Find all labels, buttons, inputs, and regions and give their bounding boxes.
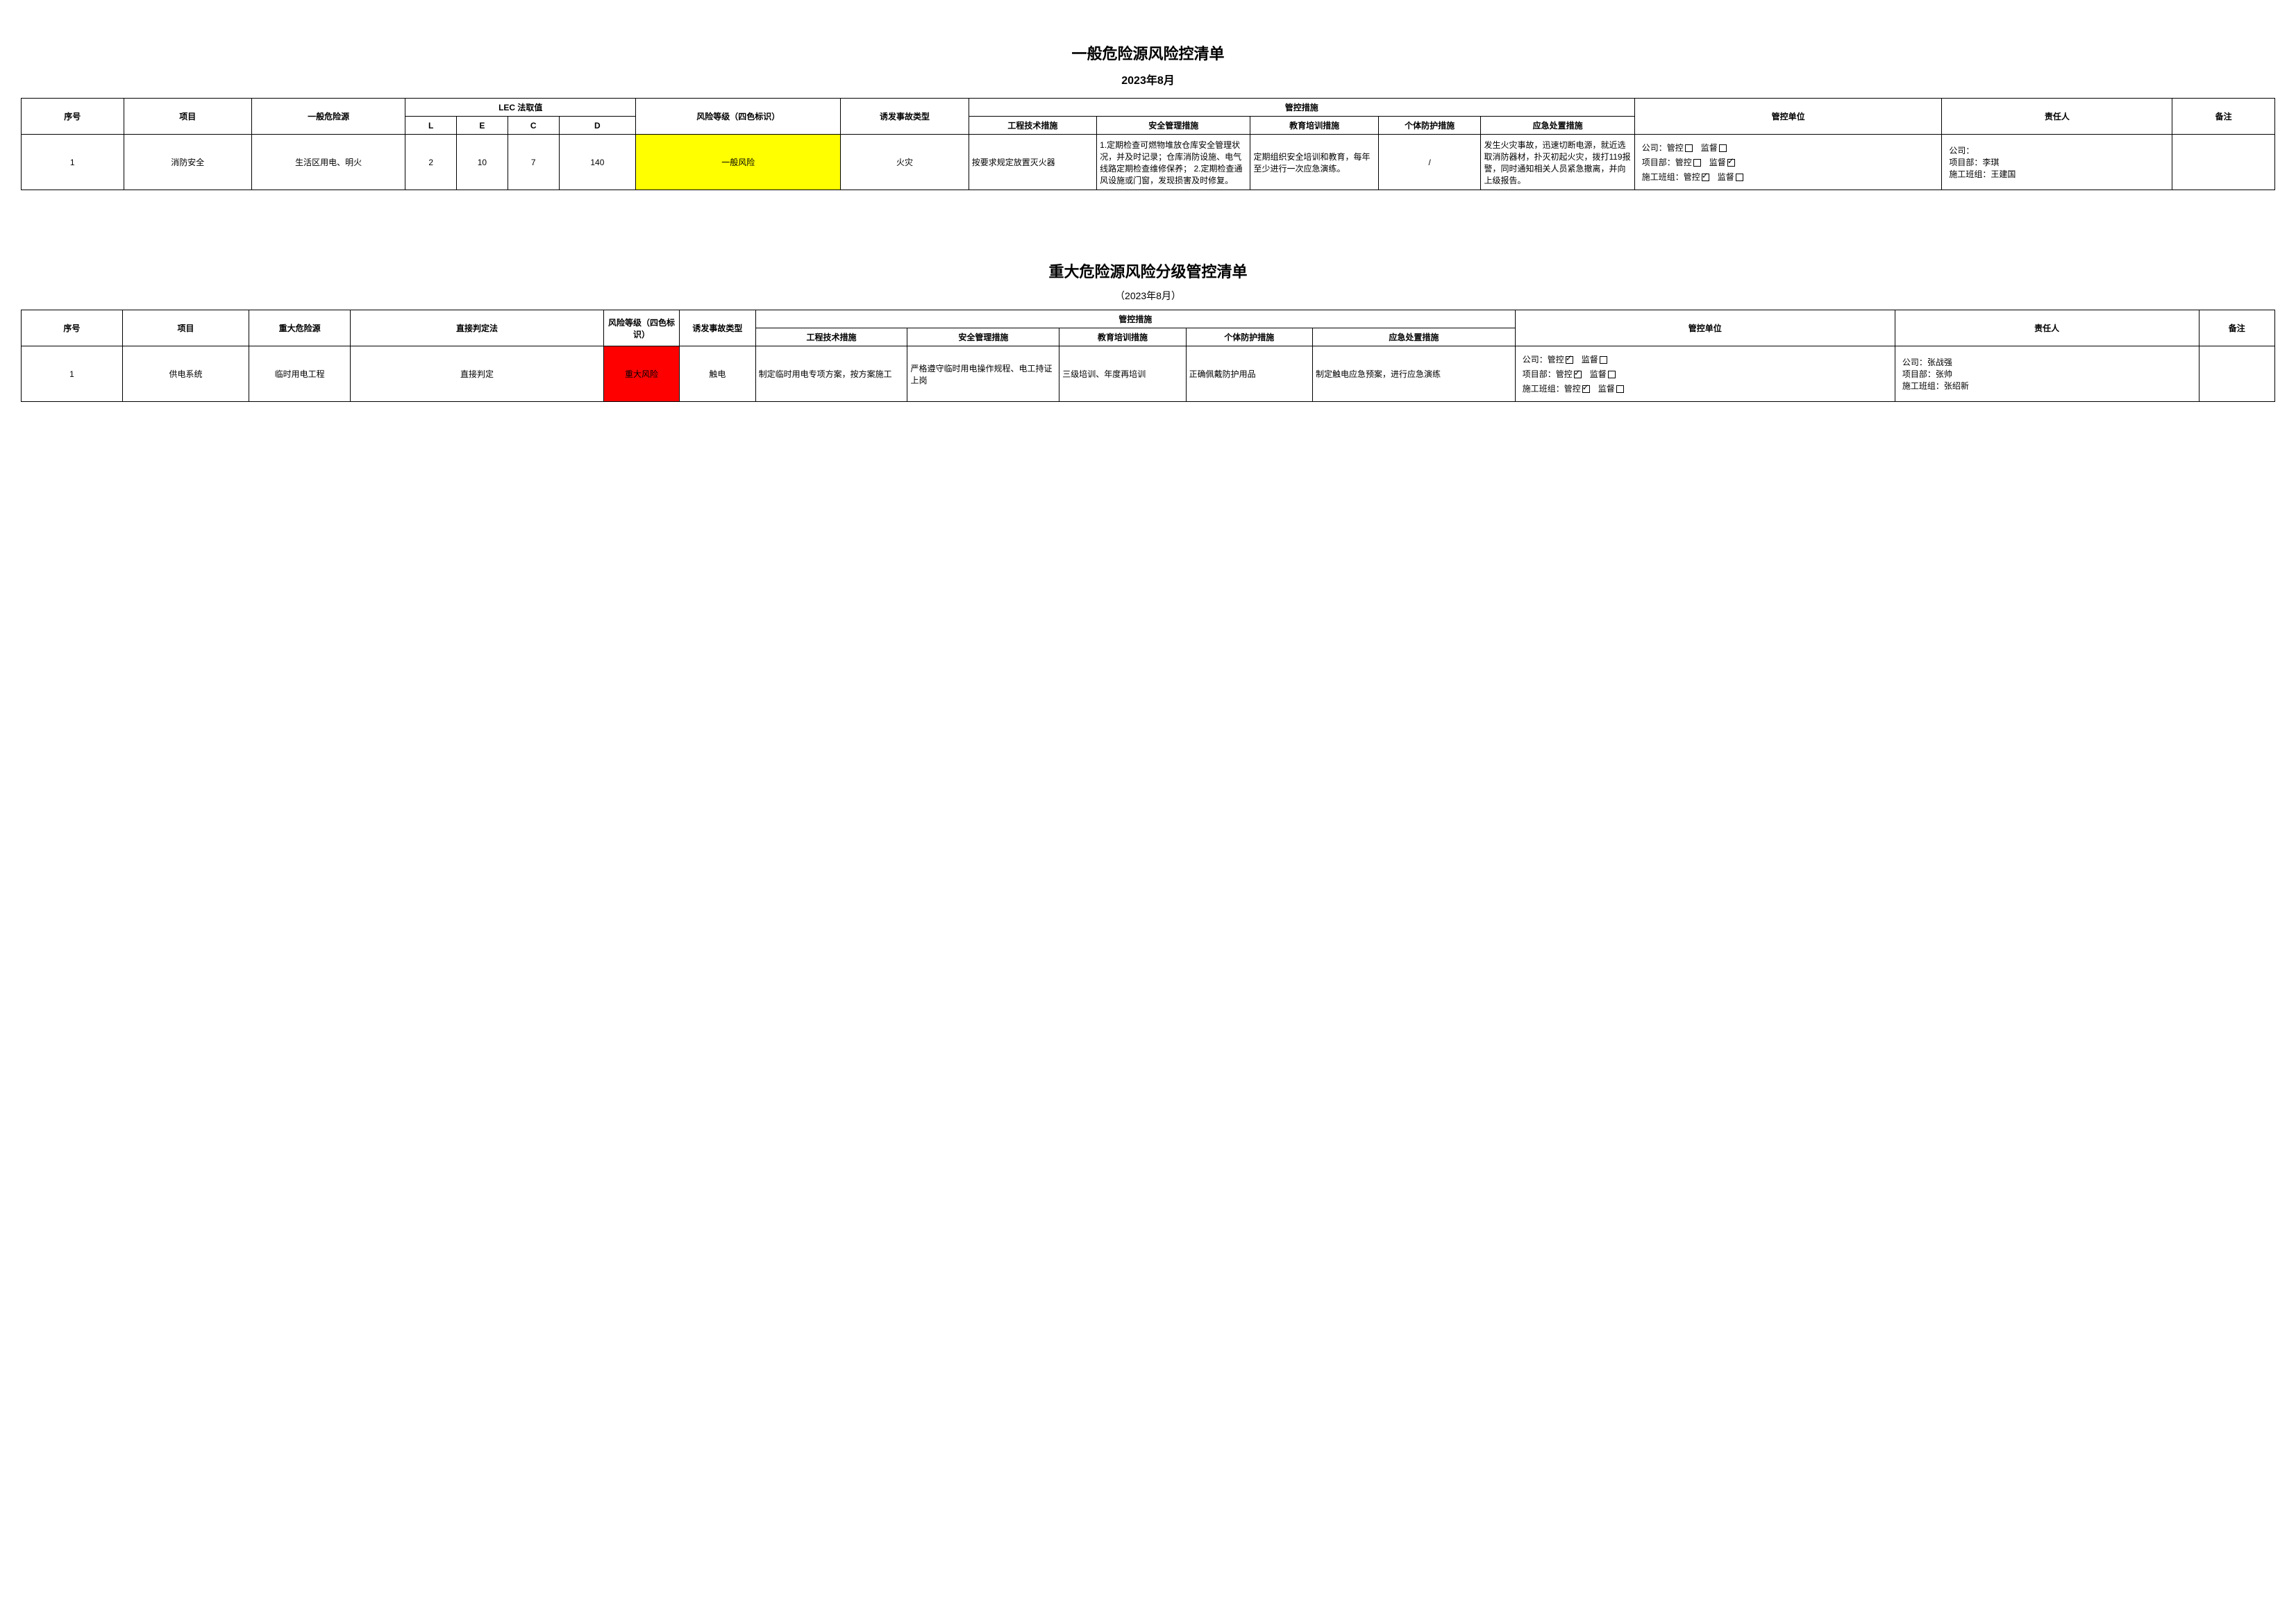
cell2-method: 直接判定 (351, 346, 604, 402)
checkbox-jd[interactable] (1736, 174, 1743, 181)
checkbox-jd[interactable] (1719, 144, 1727, 152)
h2-method: 直接判定法 (351, 310, 604, 346)
cell-risklevel: 一般风险 (636, 135, 841, 190)
cell2-unit: 公司：管控 监督项目部：管控 监督施工班组：管控 监督 (1515, 346, 1895, 402)
h2-mgmt: 安全管理措施 (907, 328, 1059, 346)
cell2-resp: 公司：张战强项目部：张帅施工班组：张绍新 (1895, 346, 2199, 402)
table-row: 1 供电系统 临时用电工程 直接判定 重大风险 触电 制定临时用电专项方案，按方… (22, 346, 2275, 402)
checkbox-gk[interactable] (1566, 356, 1573, 364)
h-seq: 序号 (22, 99, 124, 135)
h2-resp: 责任人 (1895, 310, 2199, 346)
cell2-risklevel: 重大风险 (603, 346, 679, 402)
h-D: D (559, 117, 636, 135)
unit-line: 项目部：管控 监督 (1642, 156, 1935, 168)
h-lec: LEC 法取值 (405, 99, 636, 117)
cell-incident: 火灾 (841, 135, 969, 190)
checkbox-gk[interactable] (1702, 174, 1709, 181)
h2-emergency: 应急处置措施 (1312, 328, 1515, 346)
resp-line: 项目部：张帅 (1902, 368, 2196, 380)
cell2-remark (2199, 346, 2275, 402)
cell-emergency: 发生火灾事故，迅速切断电源，就近选取消防器材，扑灭初起火灾，拨打119报警，同时… (1481, 135, 1634, 190)
unit-line: 公司：管控 监督 (1523, 353, 1888, 365)
h-source: 一般危险源 (251, 99, 405, 135)
h-control: 管控措施 (969, 99, 1634, 117)
cell2-project: 供电系统 (122, 346, 249, 402)
table2-title: 重大危险源风险分级管控清单 (21, 260, 2275, 282)
checkbox-jd[interactable] (1600, 356, 1607, 364)
resp-line: 施工班组：王建国 (1949, 168, 2169, 180)
unit-line: 项目部：管控 监督 (1523, 368, 1888, 380)
cell2-seq: 1 (22, 346, 123, 402)
cell-remark (2172, 135, 2275, 190)
h2-seq: 序号 (22, 310, 123, 346)
h-L: L (405, 117, 457, 135)
cell2-edu: 三级培训、年度再培训 (1059, 346, 1186, 402)
resp-line: 施工班组：张绍新 (1902, 380, 2196, 392)
h-emergency: 应急处置措施 (1481, 117, 1634, 135)
h-incident: 诱发事故类型 (841, 99, 969, 135)
h2-eng: 工程技术措施 (755, 328, 907, 346)
h-resp: 责任人 (1942, 99, 2172, 135)
h-project: 项目 (124, 99, 251, 135)
table1-title: 一般危险源风险控清单 (21, 42, 2275, 64)
resp-line: 公司：张战强 (1902, 356, 2196, 368)
cell-C: 7 (508, 135, 559, 190)
cell-D: 140 (559, 135, 636, 190)
cell-project: 消防安全 (124, 135, 251, 190)
checkbox-gk[interactable] (1582, 385, 1590, 393)
table-row: 1 消防安全 生活区用电、明火 2 10 7 140 一般风险 火灾 按要求规定… (22, 135, 2275, 190)
cell-eng: 按要求规定放置灭火器 (969, 135, 1096, 190)
checkbox-gk[interactable] (1693, 159, 1701, 167)
cell-edu: 定期组织安全培训和教育，每年至少进行一次应急演练。 (1250, 135, 1378, 190)
cell2-source: 临时用电工程 (249, 346, 351, 402)
cell-source: 生活区用电、明火 (251, 135, 405, 190)
resp-line: 公司： (1949, 144, 2169, 156)
h2-unit: 管控单位 (1515, 310, 1895, 346)
h-eng: 工程技术措施 (969, 117, 1096, 135)
unit-line: 施工班组：管控 监督 (1523, 382, 1888, 394)
cell-ppe: / (1378, 135, 1481, 190)
cell2-eng: 制定临时用电专项方案，按方案施工 (755, 346, 907, 402)
checkbox-gk[interactable] (1574, 371, 1582, 378)
h2-source: 重大危险源 (249, 310, 351, 346)
cell2-emergency: 制定触电应急预案，进行应急演练 (1312, 346, 1515, 402)
cell2-ppe: 正确佩戴防护用品 (1186, 346, 1312, 402)
cell-L: 2 (405, 135, 457, 190)
cell-E: 10 (457, 135, 508, 190)
unit-line: 施工班组：管控 监督 (1642, 171, 1935, 183)
cell-seq: 1 (22, 135, 124, 190)
cell2-mgmt: 严格遵守临时用电操作规程、电工持证上岗 (907, 346, 1059, 402)
table1-date: 2023年8月 (21, 71, 2275, 87)
h-remark: 备注 (2172, 99, 2275, 135)
h2-edu: 教育培训措施 (1059, 328, 1186, 346)
h-unit: 管控单位 (1634, 99, 1942, 135)
h2-remark: 备注 (2199, 310, 2275, 346)
h-ppe: 个体防护措施 (1378, 117, 1481, 135)
h2-risklevel: 风险等级（四色标识） (603, 310, 679, 346)
checkbox-jd[interactable] (1616, 385, 1624, 393)
major-risk-table: 序号 项目 重大危险源 直接判定法 风险等级（四色标识） 诱发事故类型 管控措施… (21, 310, 2275, 402)
h-risklevel: 风险等级（四色标识） (636, 99, 841, 135)
h-edu: 教育培训措施 (1250, 117, 1378, 135)
unit-line: 公司：管控 监督 (1642, 142, 1935, 153)
checkbox-jd[interactable] (1727, 159, 1735, 167)
h2-incident: 诱发事故类型 (680, 310, 755, 346)
checkbox-jd[interactable] (1608, 371, 1616, 378)
h-E: E (457, 117, 508, 135)
h2-project: 项目 (122, 310, 249, 346)
general-risk-table: 序号 项目 一般危险源 LEC 法取值 风险等级（四色标识） 诱发事故类型 管控… (21, 98, 2275, 190)
cell-resp: 公司：项目部：李琪施工班组：王建国 (1942, 135, 2172, 190)
checkbox-gk[interactable] (1685, 144, 1693, 152)
cell-mgmt: 1.定期检查可燃物堆放仓库安全管理状况，并及时记录；仓库消防设施、电气线路定期检… (1097, 135, 1250, 190)
resp-line: 项目部：李琪 (1949, 156, 2169, 168)
cell2-incident: 触电 (680, 346, 755, 402)
h-mgmt: 安全管理措施 (1097, 117, 1250, 135)
cell-unit: 公司：管控 监督项目部：管控 监督施工班组：管控 监督 (1634, 135, 1942, 190)
h2-ppe: 个体防护措施 (1186, 328, 1312, 346)
h2-control: 管控措施 (755, 310, 1515, 328)
h-C: C (508, 117, 559, 135)
table2-date: （2023年8月） (21, 289, 2275, 303)
